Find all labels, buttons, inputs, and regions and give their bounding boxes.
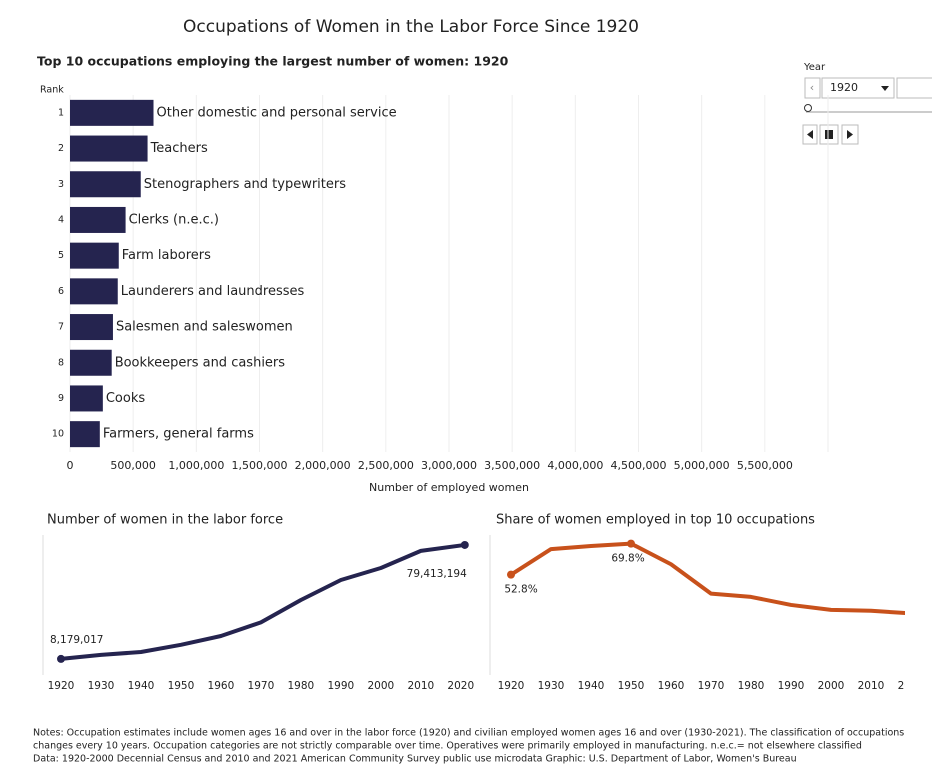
rank: 6 (58, 286, 64, 297)
page-title: Occupations of Women in the Labor Force … (183, 17, 639, 37)
bar (70, 99, 154, 126)
chart-subtitle: Top 10 occupations employing the largest… (37, 54, 509, 69)
value-label: 69.8% (611, 553, 644, 565)
x-tick-label: 3,500,000 (484, 459, 540, 472)
bar (70, 385, 103, 412)
bar (70, 421, 100, 448)
x-tick-label: 1960 (658, 680, 685, 692)
rank: 9 (58, 393, 64, 404)
value-label: 8,179,017 (50, 634, 103, 646)
value-label: 79,413,194 (407, 568, 467, 580)
point (460, 540, 469, 549)
x-tick-label: 1940 (578, 680, 605, 692)
prev-button[interactable] (804, 77, 821, 99)
rank: 10 (52, 429, 64, 440)
bar-label: Farm laborers (122, 248, 211, 263)
bar (70, 206, 126, 233)
rank: 2 (58, 143, 64, 154)
x-tick-label: 4,500,000 (611, 459, 667, 472)
point (507, 570, 515, 579)
bar (70, 242, 119, 269)
bar-label: Clerks (n.e.c.) (129, 212, 219, 227)
x-tick-label: 2010 (407, 680, 434, 692)
bar-label: Cooks (106, 391, 146, 406)
play-icon (847, 130, 853, 139)
x-tick-label: 1990 (327, 680, 354, 692)
x-tick-label: 1930 (538, 680, 565, 692)
value-label: 52.8% (504, 584, 537, 596)
x-tick-label: 1950 (618, 680, 645, 692)
x-tick-label: 1,500,000 (232, 459, 288, 472)
x-tick-label: 1,000,000 (168, 459, 224, 472)
x-tick-label: 2,500,000 (358, 459, 414, 472)
x-tick-label: 500,000 (110, 459, 156, 472)
line (509, 541, 905, 616)
bar-label: Bookkeepers and cashiers (115, 355, 286, 370)
rank-label: Rank (40, 85, 64, 96)
bar-label: Salesmen and saleswomen (116, 320, 293, 335)
x-tick-label: 1920 (498, 680, 525, 692)
year-dropdown[interactable] (821, 77, 895, 99)
chart-title: Number of women in the labor force (47, 513, 283, 528)
x-tick-label: 1970 (248, 680, 275, 692)
x-tick-label: 3,000,000 (421, 459, 477, 472)
dropdown-arrow (881, 86, 889, 91)
x-tick-label: 2020 (447, 680, 474, 692)
rank: 1 (58, 107, 64, 118)
x-tick-label: 4,000,000 (547, 459, 603, 472)
rank: 5 (58, 250, 64, 261)
x-tick-label: 5,500,000 (737, 459, 793, 472)
chart-title: Share of women employed in top 10 occupa… (496, 513, 815, 528)
prev-icon: ‹ (810, 81, 814, 94)
x-tick-label: 5,000,000 (674, 459, 730, 472)
bar-label: Launderers and laundresses (121, 284, 305, 299)
bar-label: Other domestic and personal service (157, 105, 397, 120)
x-tick-label: 1990 (778, 680, 805, 692)
x-tick-label: 2,000,000 (295, 459, 351, 472)
bar-label: Teachers (150, 141, 208, 156)
x-tick-label: 2020 (898, 680, 925, 692)
note: Notes: Occupation estimates include wome… (33, 728, 904, 739)
x-tick-label: 1940 (128, 680, 155, 692)
rank: 3 (58, 179, 64, 190)
back-icon (807, 130, 813, 139)
x-tick-label: 1920 (48, 680, 75, 692)
bar (70, 135, 148, 162)
x-tick-label: 2000 (818, 680, 845, 692)
bar (70, 171, 141, 198)
stop-icon (825, 130, 833, 139)
bar-label: Stenographers and typewriters (144, 177, 347, 192)
x-tick-label: 1970 (698, 680, 725, 692)
x-tick-label: 1980 (288, 680, 315, 692)
x-tick-label: 1930 (88, 680, 115, 692)
rank: 4 (58, 214, 64, 225)
x-tick-label: 2010 (858, 680, 885, 692)
point (57, 654, 65, 663)
bar (70, 314, 113, 341)
year-value: 1920 (830, 81, 858, 94)
rank: 8 (58, 357, 64, 368)
next-button[interactable] (896, 77, 932, 99)
point (627, 539, 635, 548)
bar (70, 278, 118, 305)
year-label: Year (803, 62, 826, 73)
rank: 7 (58, 322, 64, 333)
x-axis-label: Number of employed women (369, 481, 529, 494)
share-chart: 1920 1930 1940 1950 1960 1970 1980 1990 2000 2010… (498, 539, 925, 692)
note: Data: 1920-2000 Decennial Census and 201… (33, 754, 797, 765)
x-tick-label: 0 (67, 459, 74, 472)
x-tick-label: 1980 (738, 680, 765, 692)
note: changes every 10 years. Occupation categ… (33, 741, 862, 752)
x-tick-label: 1960 (208, 680, 235, 692)
slider-handle[interactable] (804, 104, 812, 112)
line (60, 542, 466, 661)
x-tick-label: 1950 (168, 680, 195, 692)
bar-label: Farmers, general farms (103, 427, 254, 442)
bar (70, 349, 112, 376)
x-tick-label: 2000 (367, 680, 394, 692)
